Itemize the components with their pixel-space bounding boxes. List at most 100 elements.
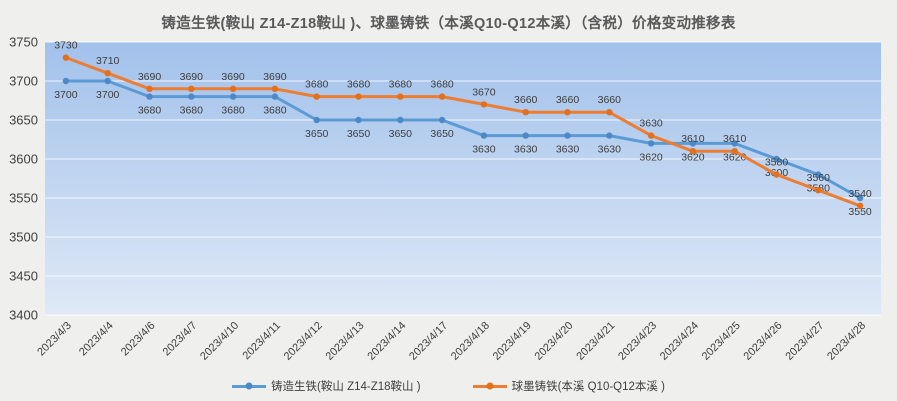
data-point-marker <box>313 93 320 100</box>
x-tick-label: 2023/4/18 <box>449 320 492 363</box>
data-label: 3560 <box>807 172 831 184</box>
data-point-marker <box>271 85 279 93</box>
x-tick-label: 2023/4/20 <box>533 320 576 363</box>
x-axis-labels: 2023/4/3 2023/4/4 2023/4/6 2023/4/72023/4/1… <box>35 320 868 363</box>
data-point-marker <box>188 85 195 93</box>
data-point-marker <box>647 132 655 139</box>
data-label: 3630 <box>514 144 538 156</box>
y-tick-label: 3600 <box>9 152 38 167</box>
data-point-marker <box>146 85 153 93</box>
x-tick-label: 2023/4/28 <box>825 320 868 363</box>
data-label: 3680 <box>430 79 454 91</box>
data-label: 3690 <box>180 71 204 83</box>
data-label: 3680 <box>305 79 329 91</box>
data-point-marker <box>355 93 362 100</box>
data-label: 3650 <box>430 128 454 140</box>
data-point-marker <box>522 109 529 116</box>
x-tick-label: 2023/4/24 <box>658 320 701 363</box>
data-point-marker <box>647 140 655 147</box>
x-tick-label: 2023/4/17 <box>407 320 450 363</box>
data-point-marker <box>438 116 446 124</box>
data-label: 3630 <box>598 144 622 156</box>
data-label: 3680 <box>389 79 413 91</box>
data-point-marker <box>229 85 237 93</box>
y-axis-labels: 3750 3700 3650 3600 3550 3500 3450 3400 <box>9 35 38 323</box>
data-label: 3650 <box>389 128 413 140</box>
data-point-marker <box>564 132 571 139</box>
data-label: 3690 <box>221 71 245 83</box>
data-point-marker <box>522 132 529 139</box>
data-point-marker <box>62 54 70 61</box>
x-tick-label: 2023/4/23 <box>616 320 659 363</box>
legend-dot-orange <box>486 382 494 390</box>
plot-area <box>45 42 881 315</box>
x-tick-label: 2023/4/11 <box>241 320 284 363</box>
y-tick-label: 3500 <box>9 230 38 245</box>
series-markers-ductile-iron <box>62 54 864 209</box>
data-label: 3620 <box>681 151 705 163</box>
data-label: 3550 <box>848 206 872 218</box>
data-label: 3650 <box>347 128 371 140</box>
data-label: 3660 <box>556 94 580 106</box>
data-label: 3690 <box>263 71 287 83</box>
x-tick-label: 2023/4/25 <box>700 320 743 363</box>
y-tick-label: 3400 <box>9 308 38 323</box>
data-label: 3630 <box>639 118 663 130</box>
legend-dot-blue <box>245 382 253 390</box>
data-label: 3540 <box>848 188 872 200</box>
data-point-marker <box>606 132 613 139</box>
y-tick-label: 3750 <box>9 35 38 50</box>
data-point-marker <box>438 93 446 100</box>
data-label: 3630 <box>472 144 496 156</box>
y-tick-label: 3700 <box>9 74 38 89</box>
price-line-chart: 3750 3700 3650 3600 3550 3500 3450 34002023/4/3… <box>9 35 881 363</box>
x-tick-label: 2023/4/6 <box>119 320 158 359</box>
data-label: 3710 <box>96 55 120 67</box>
x-tick-label: 2023/4/21 <box>574 320 617 363</box>
data-label: 3580 <box>765 157 789 169</box>
data-label: 3680 <box>138 105 162 117</box>
data-label: 3680 <box>347 79 371 91</box>
data-label: 3680 <box>180 105 204 117</box>
data-point-marker <box>146 93 153 100</box>
x-tick-label: 2023/4/4 <box>77 320 116 359</box>
data-label: 3690 <box>138 71 162 83</box>
legend-line-marker-blue <box>232 382 267 390</box>
data-point-marker <box>397 116 404 124</box>
data-label: 3610 <box>723 133 747 145</box>
data-point-marker <box>606 109 613 116</box>
data-label: 3650 <box>305 128 329 140</box>
y-tick-label: 3450 <box>9 269 38 284</box>
data-point-marker <box>397 93 404 100</box>
data-point-marker <box>480 101 488 108</box>
x-tick-label: 2023/4/14 <box>365 320 408 363</box>
x-tick-label: 2023/4/12 <box>282 320 325 363</box>
data-label: 3730 <box>54 40 78 52</box>
data-point-marker <box>104 77 111 85</box>
data-point-marker <box>856 194 864 202</box>
x-tick-label: 2023/4/3 <box>35 320 74 359</box>
series-line-cast-pig-iron <box>64 79 862 200</box>
data-point-marker <box>62 77 70 85</box>
legend-item-cast-pig-iron: 铸造生铁(鞍山 Z14-Z18鞍山 ) <box>232 378 421 394</box>
legend-line-marker-orange <box>472 382 507 390</box>
chart-title: 铸造生铁(鞍山 Z14-Z18鞍山 )、球墨铸铁（本溪Q10-Q12本溪）（含税… <box>161 16 736 32</box>
data-point-marker <box>689 140 697 147</box>
data-point-marker <box>229 93 237 100</box>
data-point-marker <box>689 148 697 155</box>
data-point-marker <box>731 148 738 155</box>
data-point-marker <box>564 109 571 116</box>
data-point-marker <box>104 70 111 77</box>
data-label: 3620 <box>639 151 663 163</box>
legend-label-ductile-iron: 球墨铸铁(本溪 Q10-Q12本溪 ) <box>511 381 665 393</box>
data-label: 3700 <box>54 89 78 101</box>
legend-item-ductile-iron: 球墨铸铁(本溪 Q10-Q12本溪 ) <box>472 378 665 394</box>
data-point-marker <box>480 132 488 139</box>
data-point-marker <box>773 155 780 163</box>
data-point-marker <box>815 171 822 178</box>
data-label: 3660 <box>514 94 538 106</box>
data-point-marker <box>188 93 195 100</box>
legend: 铸造生铁(鞍山 Z14-Z18鞍山 ) 球墨铸铁(本溪 Q10-Q12本溪 ) <box>0 378 897 394</box>
y-tick-label: 3550 <box>9 191 38 206</box>
